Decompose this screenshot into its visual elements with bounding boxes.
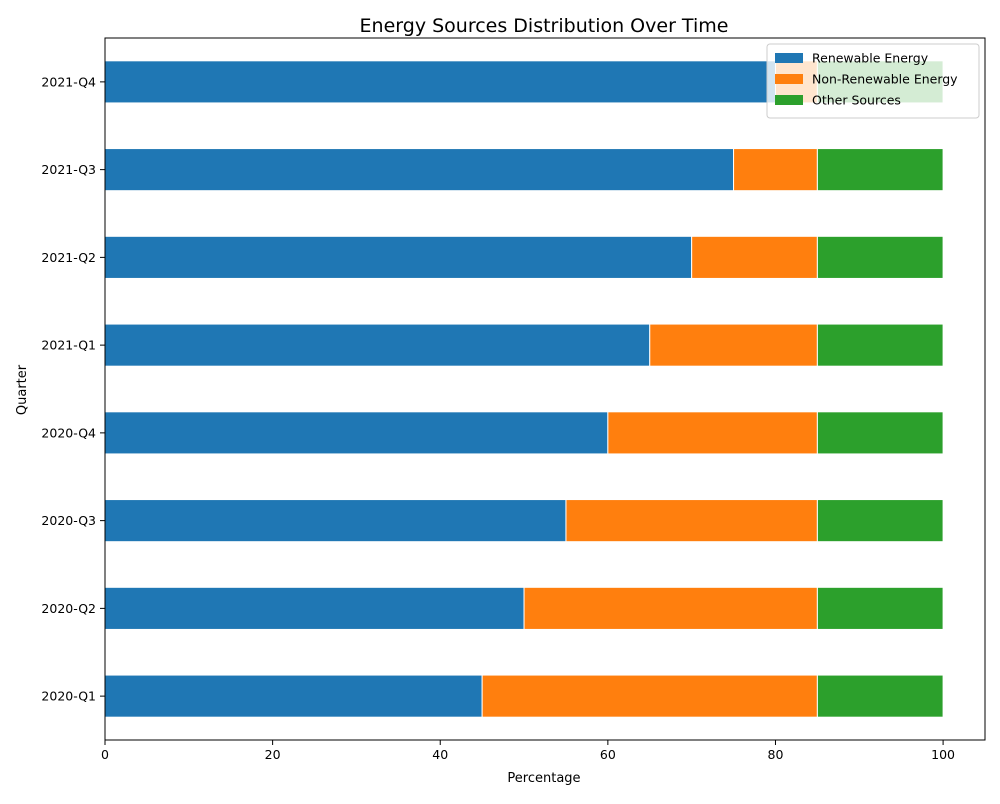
legend-label: Other Sources: [812, 93, 901, 108]
bar-non-renewable-energy-2020-q2: [523, 586, 818, 630]
plot-frame: [104, 37, 986, 741]
x-axis-label: Percentage: [507, 771, 580, 786]
bar-other-sources-2020-q3: [816, 499, 944, 543]
bar-other-sources-2021-q1: [816, 323, 944, 367]
chart-title: Energy Sources Distribution Over Time: [360, 15, 729, 37]
bar-renewable-energy-2020-q1: [104, 674, 483, 718]
bar-other-sources-2020-q4: [816, 411, 944, 455]
y-tick-label: 2021-Q2: [41, 250, 96, 265]
bar-renewable-energy-2020-q2: [104, 586, 525, 630]
bar-non-renewable-energy-2021-q1: [649, 323, 818, 367]
bar-other-sources-2020-q1: [816, 674, 944, 718]
x-tick-label: 0: [101, 747, 109, 762]
bar-renewable-energy-2021-q1: [104, 323, 651, 367]
bar-renewable-energy-2021-q4: [104, 60, 776, 104]
bars-group: [104, 60, 944, 718]
y-tick-label: 2020-Q4: [41, 425, 96, 440]
bar-non-renewable-energy-2020-q4: [607, 411, 818, 455]
bar-non-renewable-energy-2020-q3: [565, 499, 818, 543]
legend-swatch: [775, 53, 803, 63]
legend-label: Renewable Energy: [812, 51, 929, 66]
axes-group: 2020-Q1 2020-Q2 2020-Q3 2020-Q4 2021-Q1 2021-…: [41, 37, 986, 762]
y-tick-label: 2021-Q3: [41, 162, 96, 177]
bar-renewable-energy-2020-q3: [104, 499, 567, 543]
bar-non-renewable-energy-2021-q3: [733, 148, 818, 192]
y-tick-label: 2020-Q3: [41, 513, 96, 528]
bar-other-sources-2021-q2: [816, 235, 944, 279]
x-tick-label: 100: [931, 747, 955, 762]
bar-other-sources-2020-q2: [816, 586, 944, 630]
legend-label: Non-Renewable Energy: [812, 72, 958, 87]
y-tick-label: 2021-Q4: [41, 74, 96, 89]
legend-box: [766, 43, 980, 119]
legend-swatch: [775, 95, 803, 105]
y-tick-label: 2021-Q1: [41, 338, 96, 353]
bar-renewable-energy-2020-q4: [104, 411, 609, 455]
y-axis-label: Quarter: [15, 364, 30, 415]
legend: Renewable Energy Non-Renewable Energy Othe…: [766, 43, 980, 119]
legend-swatch: [775, 74, 803, 84]
bar-non-renewable-energy-2020-q1: [481, 674, 818, 718]
bar-renewable-energy-2021-q3: [104, 148, 735, 192]
x-tick-label: 20: [265, 747, 281, 762]
x-tick-label: 80: [768, 747, 784, 762]
y-tick-label: 2020-Q2: [41, 601, 96, 616]
bar-renewable-energy-2021-q2: [104, 235, 693, 279]
bar-non-renewable-energy-2021-q2: [691, 235, 818, 279]
x-tick-label: 40: [432, 747, 448, 762]
x-tick-label: 60: [600, 747, 616, 762]
y-tick-label: 2020-Q1: [41, 689, 96, 704]
bar-other-sources-2021-q3: [816, 148, 944, 192]
